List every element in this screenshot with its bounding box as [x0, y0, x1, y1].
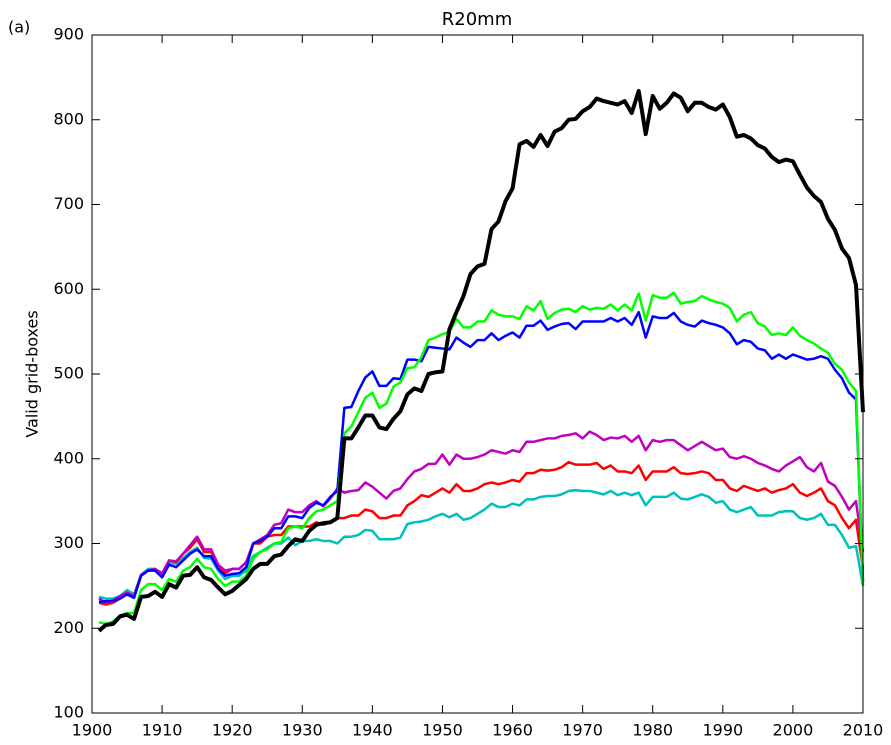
- x-tick-label: 2010: [843, 721, 884, 740]
- data-line: [98, 291, 865, 626]
- x-tick-label: 1940: [352, 721, 393, 740]
- x-tick-label: 1960: [492, 721, 533, 740]
- chart-title: R20mm: [442, 9, 512, 30]
- x-tick-label: 1970: [562, 721, 603, 740]
- y-tick-label: 500: [53, 364, 84, 383]
- data-line: [98, 460, 865, 606]
- x-tick-label: 1900: [72, 721, 113, 740]
- x-tick-label: 2000: [773, 721, 814, 740]
- x-tick-label: 1930: [282, 721, 323, 740]
- panel-label: (a): [8, 18, 30, 37]
- data-line: [98, 488, 865, 600]
- y-tick-label: 800: [53, 109, 84, 128]
- y-tick-label: 900: [53, 25, 84, 44]
- y-tick-label: 200: [53, 618, 84, 637]
- x-tick-label: 1980: [632, 721, 673, 740]
- data-line: [97, 88, 865, 633]
- data-line: [98, 430, 865, 605]
- x-tick-label: 1990: [702, 721, 743, 740]
- data-line: [98, 310, 865, 604]
- y-tick-label: 600: [53, 279, 84, 298]
- y-tick-label: 700: [53, 194, 84, 213]
- y-tick-label: 100: [53, 703, 84, 722]
- y-tick-label: 300: [53, 533, 84, 552]
- x-tick-label: 1950: [422, 721, 463, 740]
- x-tick-label: 1910: [142, 721, 183, 740]
- x-tick-label: 1920: [212, 721, 253, 740]
- y-axis-label: Valid grid-boxes: [23, 310, 42, 437]
- y-tick-label: 400: [53, 448, 84, 467]
